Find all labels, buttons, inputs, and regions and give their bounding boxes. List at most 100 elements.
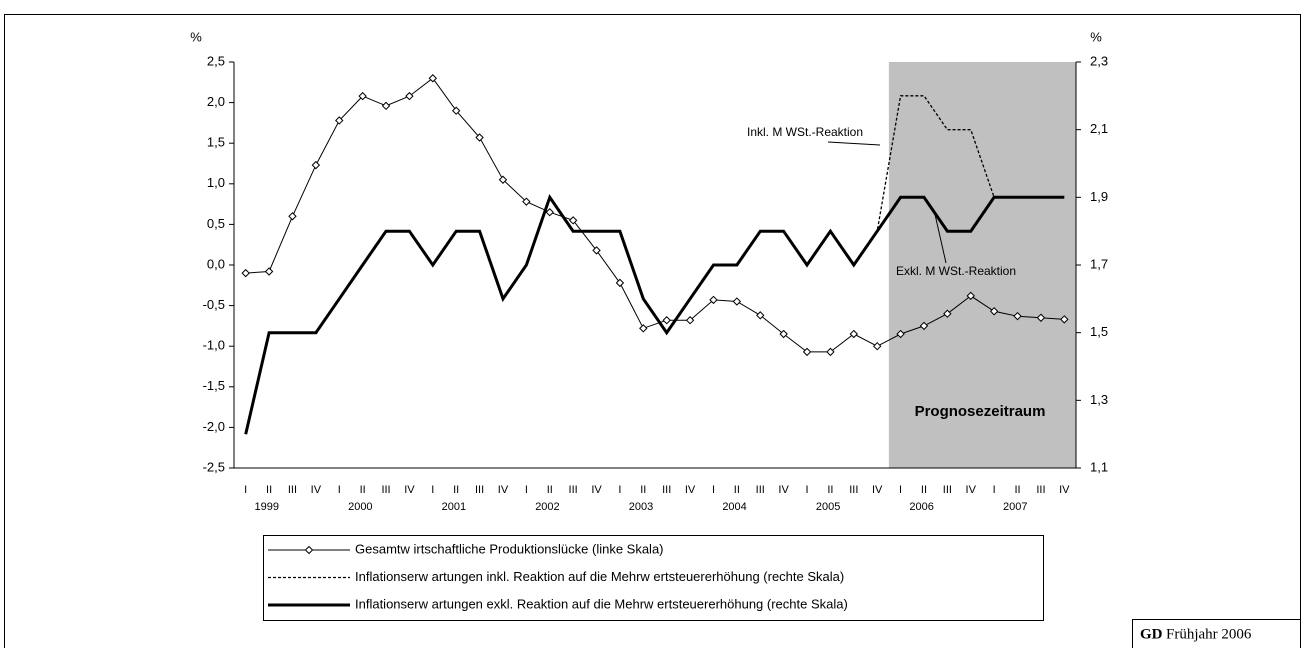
point [451, 106, 461, 115]
year-label: 2006 [909, 501, 933, 513]
point [756, 311, 765, 320]
x-tick-label: IV [591, 484, 602, 496]
point [732, 297, 742, 306]
y-tick-label: 0,0 [207, 256, 225, 271]
x-tick-label: I [993, 484, 996, 496]
point [428, 74, 438, 83]
point [1013, 311, 1022, 321]
point [592, 246, 601, 255]
y-unit: % [190, 29, 202, 44]
y-tick-label: -0,5 [203, 297, 225, 312]
point [849, 329, 859, 339]
point [264, 267, 274, 276]
point [966, 291, 975, 301]
point [639, 324, 648, 333]
point [288, 212, 297, 221]
x-tick-label: I [712, 484, 715, 496]
point [381, 101, 391, 111]
year-label: 2005 [816, 501, 840, 513]
year-label: 2003 [629, 501, 653, 513]
legend-marker [304, 545, 314, 555]
x-tick-label: I [244, 484, 247, 496]
x-tick-label: I [805, 484, 808, 496]
y2-tick-label: 1,3 [1090, 392, 1108, 407]
x-tick-label: I [899, 484, 902, 496]
x-tick-label: III [1036, 484, 1045, 496]
source: Frühjahr 2006 [1166, 626, 1252, 642]
y-tick-label: -2,0 [203, 419, 225, 434]
point [896, 329, 905, 339]
y-tick-label: -1,5 [203, 378, 225, 393]
point [685, 316, 695, 325]
point [709, 295, 718, 305]
y2-tick-label: 2,1 [1090, 121, 1108, 136]
x-tick-label: IV [872, 484, 883, 496]
legend-label: Inflationserw artungen exkl. Reaktion au… [355, 596, 848, 611]
y2-tick-label: 2,3 [1090, 53, 1108, 68]
x-tick-label: IV [685, 484, 696, 496]
point [943, 309, 952, 318]
x-tick-label: III [475, 484, 484, 496]
point [335, 116, 344, 125]
x-tick-label: II [547, 484, 553, 496]
annotation: Exkl. M WSt.-Reaktion [896, 264, 1016, 278]
y-tick-label: 2,0 [207, 94, 225, 109]
point [545, 208, 554, 217]
x-tick-label: II [640, 484, 646, 496]
y-tick-label: 1,5 [207, 135, 225, 150]
year-label: 1999 [255, 501, 279, 513]
x-tick-label: II [360, 484, 366, 496]
x-tick-label: IV [498, 484, 509, 496]
legend-label: Inflationserw artungen inkl. Reaktion au… [355, 569, 844, 584]
forecast-label: Prognosezeitraum [915, 403, 1046, 420]
x-tick-label: IV [966, 484, 977, 496]
x-tick-label: I [525, 484, 528, 496]
point [1036, 313, 1046, 322]
x-tick-label: II [921, 484, 927, 496]
x-tick-label: I [431, 484, 434, 496]
point [405, 91, 414, 101]
source-bold: GD [1140, 626, 1163, 642]
year-label: 2000 [348, 501, 372, 513]
y-tick-label: 2,5 [207, 53, 225, 68]
point [615, 278, 625, 288]
point [1060, 315, 1069, 324]
x-tick-label: IV [311, 484, 322, 496]
series-line [245, 77, 1065, 353]
y-tick-label: 0,5 [207, 216, 225, 231]
x-tick-label: III [943, 484, 952, 496]
point [919, 321, 929, 331]
x-tick-label: III [381, 484, 390, 496]
x-tick-label: II [827, 484, 833, 496]
point [872, 341, 882, 351]
point [779, 329, 788, 339]
x-tick-label: II [453, 484, 459, 496]
point [498, 175, 508, 184]
annotation-leader [933, 209, 947, 264]
legend [263, 535, 1044, 621]
y2-tick-label: 1,9 [1090, 189, 1108, 204]
y-tick-label: 1,0 [207, 175, 225, 190]
point [522, 197, 531, 206]
point [568, 216, 578, 225]
x-tick-label: II [734, 484, 740, 496]
point [802, 347, 812, 357]
point [311, 160, 321, 170]
x-tick-label: I [618, 484, 621, 496]
x-tick-label: III [288, 484, 297, 496]
x-tick-label: III [756, 484, 765, 496]
x-tick-label: IV [778, 484, 789, 496]
x-tick-label: III [569, 484, 578, 496]
y2-tick-label: 1,7 [1090, 256, 1108, 271]
y2-tick-label: 1,1 [1090, 459, 1108, 474]
point [662, 316, 671, 325]
year-label: 2001 [442, 501, 466, 513]
point [475, 133, 484, 142]
y2-tick-label: 1,5 [1090, 324, 1108, 339]
y-tick-label: -2,5 [203, 459, 225, 474]
x-tick-label: II [266, 484, 272, 496]
x-tick-label: III [849, 484, 858, 496]
x-tick-label: IV [1059, 484, 1070, 496]
series-line [244, 194, 1065, 435]
